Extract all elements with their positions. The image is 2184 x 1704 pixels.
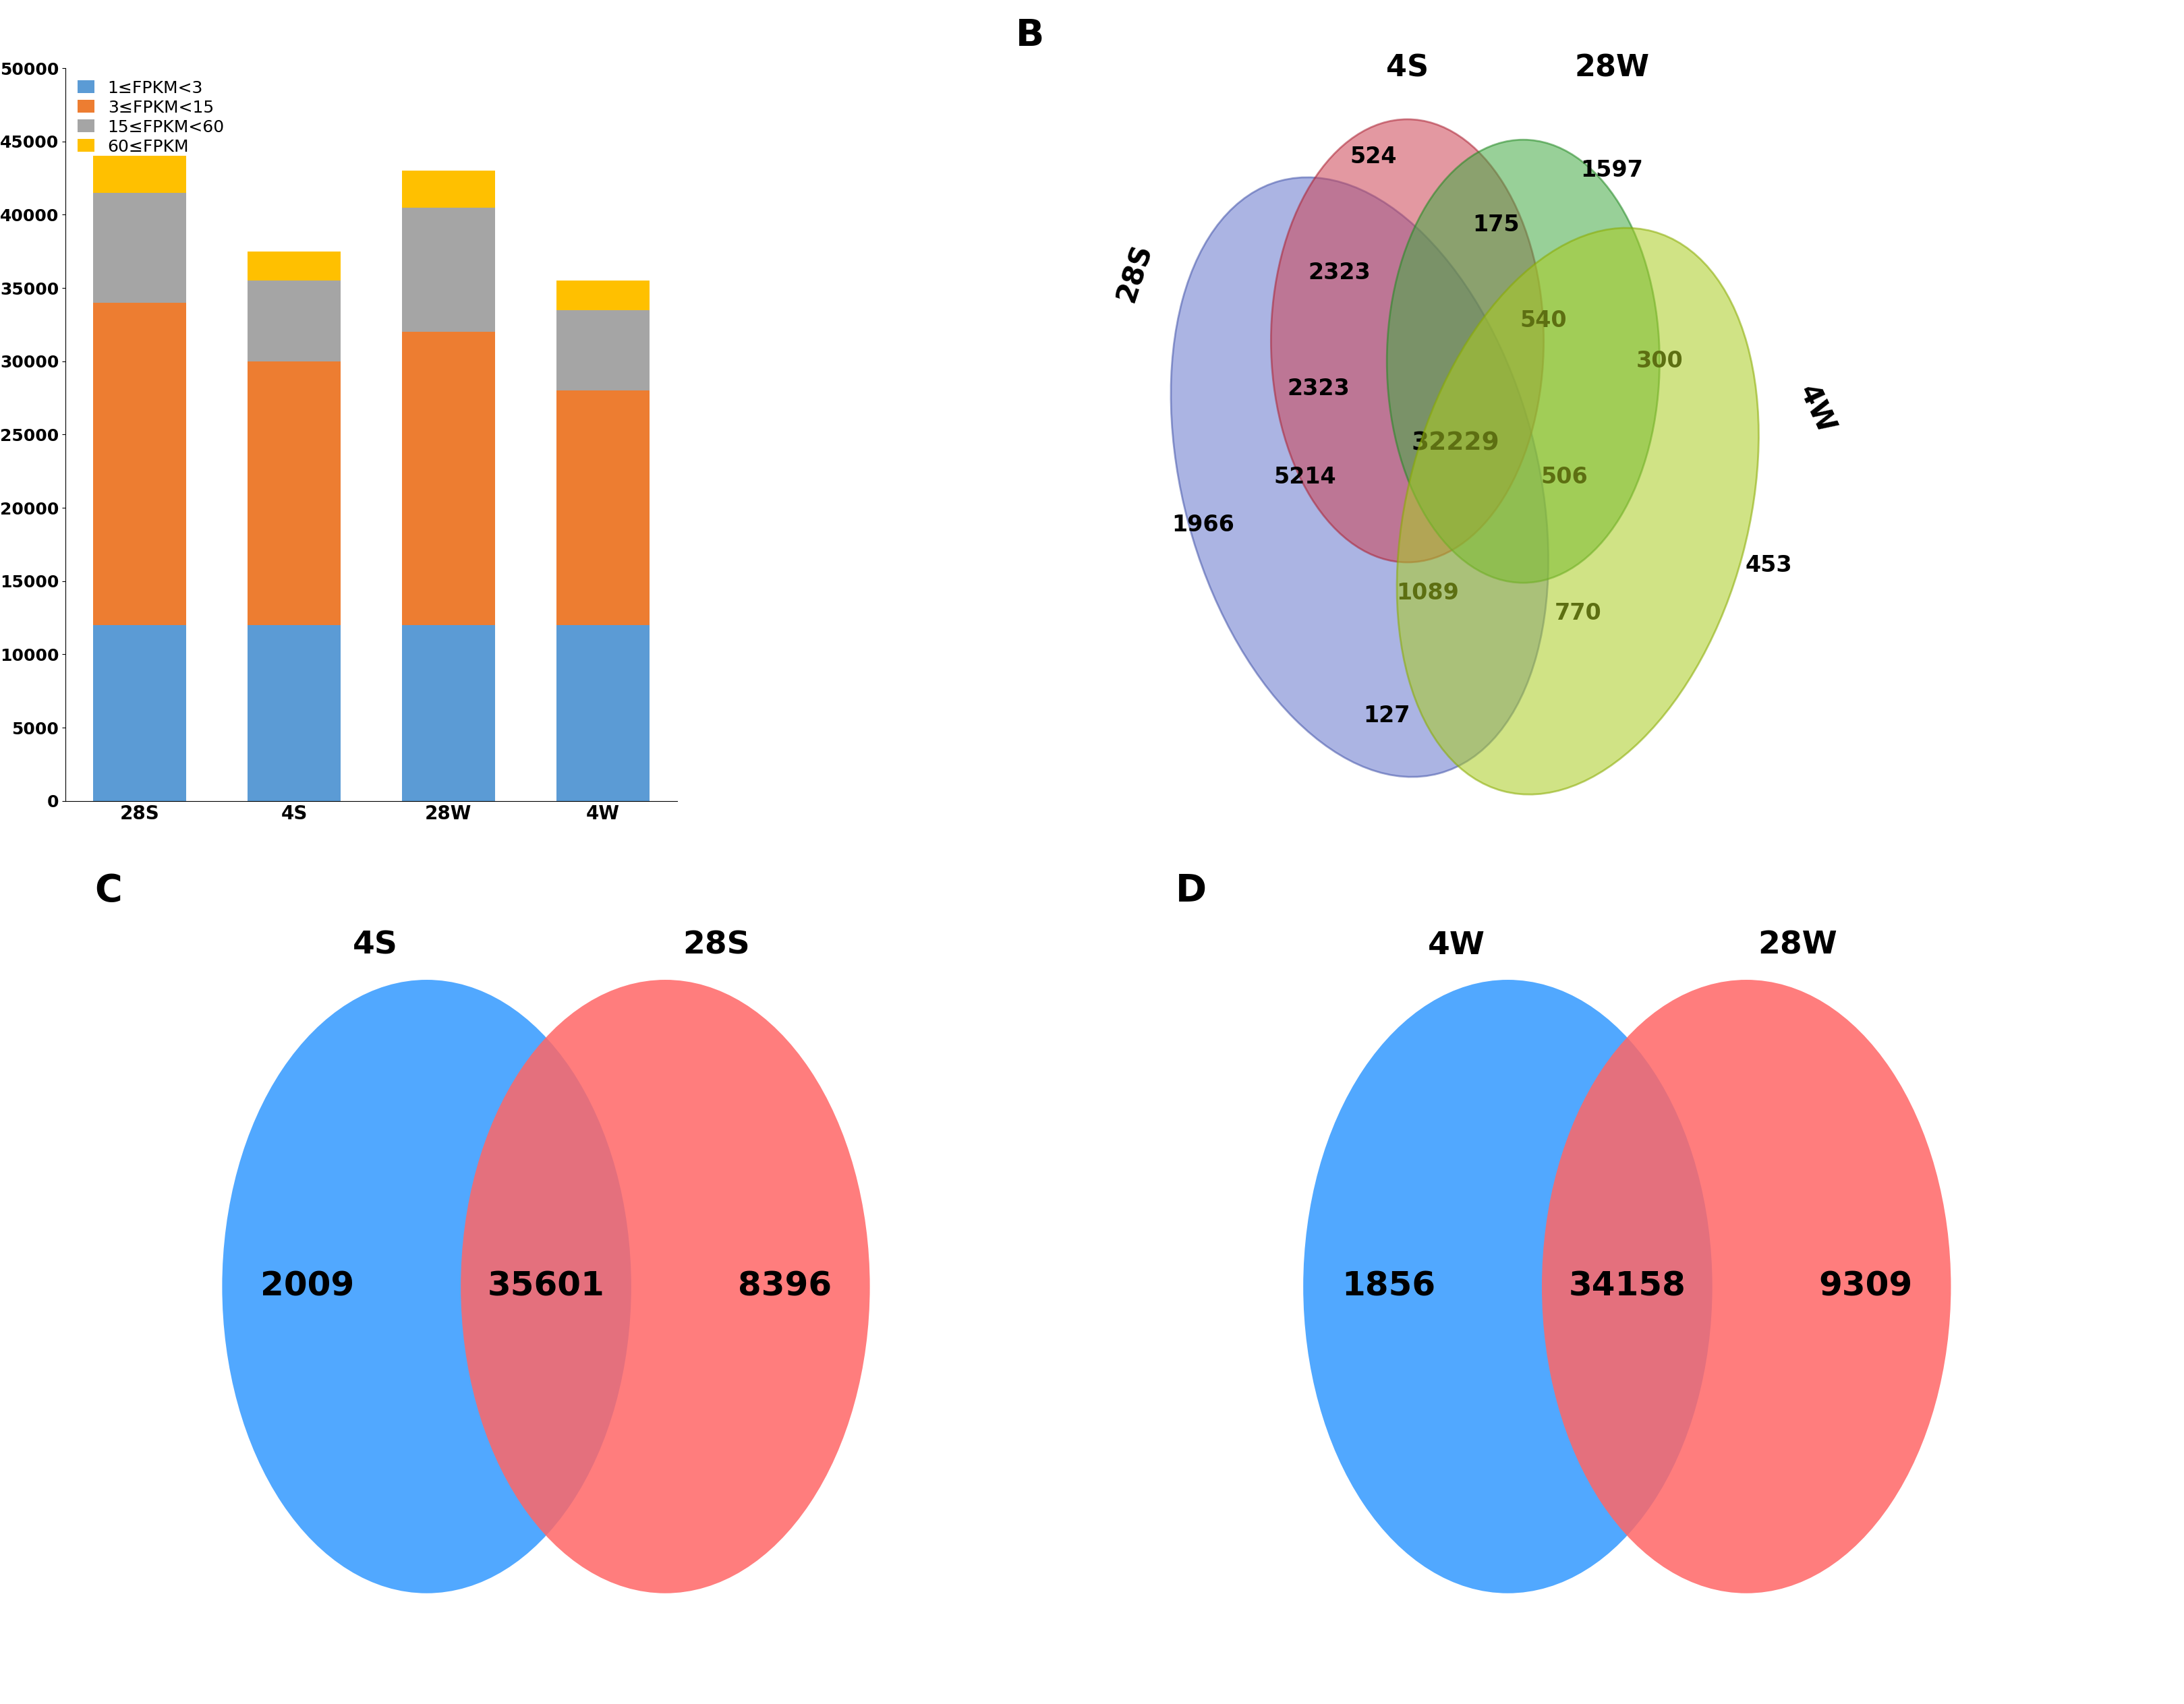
Bar: [557, 281, 649, 310]
Text: 28S: 28S: [1112, 240, 1158, 305]
Text: 4W: 4W: [1428, 930, 1485, 961]
Ellipse shape: [1542, 980, 1950, 1593]
Text: 2323: 2323: [1286, 377, 1350, 400]
Text: 524: 524: [1350, 145, 1398, 169]
Text: 2009: 2009: [260, 1271, 354, 1302]
Text: 32229: 32229: [1411, 431, 1498, 455]
Ellipse shape: [461, 980, 869, 1593]
Text: 28W: 28W: [1575, 53, 1649, 83]
Ellipse shape: [1387, 140, 1660, 583]
Bar: [247, 281, 341, 361]
Bar: [247, 361, 341, 625]
Bar: [94, 625, 186, 801]
Bar: [402, 170, 496, 208]
Bar: [94, 303, 186, 625]
Text: B: B: [1016, 17, 1044, 55]
Text: 1089: 1089: [1396, 581, 1459, 605]
Bar: [557, 310, 649, 390]
Text: 2323: 2323: [1308, 261, 1369, 285]
Text: 4S: 4S: [1387, 53, 1428, 83]
Text: 9309: 9309: [1819, 1271, 1913, 1302]
Ellipse shape: [223, 980, 631, 1593]
Text: 300: 300: [1636, 349, 1684, 373]
Ellipse shape: [1271, 119, 1544, 562]
Text: 5214: 5214: [1273, 465, 1337, 489]
Bar: [402, 208, 496, 332]
Bar: [94, 157, 186, 193]
Text: 453: 453: [1745, 554, 1793, 578]
Text: 34158: 34158: [1568, 1271, 1686, 1302]
Text: 540: 540: [1520, 308, 1568, 332]
Ellipse shape: [1304, 980, 1712, 1593]
Ellipse shape: [1171, 177, 1548, 777]
Text: 28S: 28S: [684, 930, 749, 961]
Legend: 1≤FPKM<3, 3≤FPKM<15, 15≤FPKM<60, 60≤FPKM: 1≤FPKM<3, 3≤FPKM<15, 15≤FPKM<60, 60≤FPKM: [74, 77, 227, 158]
Text: 8396: 8396: [738, 1271, 832, 1302]
Text: 28W: 28W: [1758, 930, 1837, 961]
Text: 35601: 35601: [487, 1271, 605, 1302]
Ellipse shape: [1398, 228, 1758, 794]
Bar: [402, 332, 496, 625]
Bar: [247, 625, 341, 801]
Text: D: D: [1175, 872, 1206, 908]
Text: 1966: 1966: [1171, 513, 1234, 537]
Text: 175: 175: [1472, 213, 1520, 237]
Bar: [402, 625, 496, 801]
Text: 1597: 1597: [1581, 158, 1642, 182]
Text: 127: 127: [1363, 704, 1411, 728]
Text: 4W: 4W: [1793, 380, 1839, 438]
Text: 506: 506: [1540, 465, 1588, 489]
Text: 770: 770: [1555, 602, 1601, 625]
Text: C: C: [94, 872, 122, 908]
Bar: [94, 193, 186, 303]
Bar: [557, 390, 649, 625]
Bar: [557, 625, 649, 801]
Text: 4S: 4S: [354, 930, 397, 961]
Text: 1856: 1856: [1341, 1271, 1435, 1302]
Bar: [247, 252, 341, 281]
